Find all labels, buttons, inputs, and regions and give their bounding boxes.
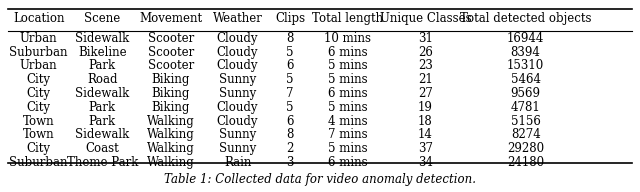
Text: Cloudy: Cloudy — [217, 59, 259, 72]
Text: 6 mins: 6 mins — [328, 46, 367, 59]
Text: 37: 37 — [418, 142, 433, 155]
Text: Cloudy: Cloudy — [217, 46, 259, 59]
Text: Theme Park: Theme Park — [67, 156, 138, 169]
Text: 8394: 8394 — [511, 46, 541, 59]
Text: Movement: Movement — [140, 12, 202, 25]
Text: Sunny: Sunny — [219, 73, 256, 86]
Text: Biking: Biking — [152, 73, 190, 86]
Text: 26: 26 — [418, 46, 433, 59]
Text: Sunny: Sunny — [219, 87, 256, 100]
Text: 5 mins: 5 mins — [328, 73, 367, 86]
Text: 14: 14 — [418, 128, 433, 142]
Text: 27: 27 — [418, 87, 433, 100]
Text: Town: Town — [23, 115, 54, 128]
Text: Clips: Clips — [275, 12, 305, 25]
Text: Urban: Urban — [20, 32, 58, 45]
Text: 8: 8 — [287, 32, 294, 45]
Text: Unique Classes: Unique Classes — [380, 12, 471, 25]
Text: City: City — [27, 73, 51, 86]
Text: Total length: Total length — [312, 12, 383, 25]
Text: Sidewalk: Sidewalk — [76, 87, 129, 100]
Text: 6: 6 — [286, 59, 294, 72]
Text: Scooter: Scooter — [148, 32, 194, 45]
Text: 15310: 15310 — [507, 59, 544, 72]
Text: 4 mins: 4 mins — [328, 115, 367, 128]
Text: Coast: Coast — [86, 142, 119, 155]
Text: Sunny: Sunny — [219, 128, 256, 142]
Text: Park: Park — [89, 59, 116, 72]
Text: Road: Road — [87, 73, 118, 86]
Text: Suburban: Suburban — [10, 156, 68, 169]
Text: Walking: Walking — [147, 128, 195, 142]
Text: 10 mins: 10 mins — [324, 32, 371, 45]
Text: Weather: Weather — [212, 12, 262, 25]
Text: Biking: Biking — [152, 87, 190, 100]
Text: 24180: 24180 — [507, 156, 544, 169]
Text: 5 mins: 5 mins — [328, 142, 367, 155]
Text: 9569: 9569 — [511, 87, 541, 100]
Text: 18: 18 — [418, 115, 433, 128]
Text: 8: 8 — [287, 128, 294, 142]
Text: Biking: Biking — [152, 101, 190, 114]
Text: Town: Town — [23, 128, 54, 142]
Text: Walking: Walking — [147, 156, 195, 169]
Text: Sidewalk: Sidewalk — [76, 32, 129, 45]
Text: 6 mins: 6 mins — [328, 156, 367, 169]
Text: Location: Location — [13, 12, 65, 25]
Text: Scooter: Scooter — [148, 46, 194, 59]
Text: 6: 6 — [286, 115, 294, 128]
Text: City: City — [27, 101, 51, 114]
Text: 5 mins: 5 mins — [328, 101, 367, 114]
Text: 5156: 5156 — [511, 115, 541, 128]
Text: Park: Park — [89, 115, 116, 128]
Text: Park: Park — [89, 101, 116, 114]
Text: 5 mins: 5 mins — [328, 59, 367, 72]
Text: City: City — [27, 87, 51, 100]
Text: 3: 3 — [286, 156, 294, 169]
Text: Suburban: Suburban — [10, 46, 68, 59]
Text: Cloudy: Cloudy — [217, 115, 259, 128]
Text: 8274: 8274 — [511, 128, 541, 142]
Text: City: City — [27, 142, 51, 155]
Text: 7: 7 — [286, 87, 294, 100]
Text: 5: 5 — [286, 73, 294, 86]
Text: 4781: 4781 — [511, 101, 541, 114]
Text: 19: 19 — [418, 101, 433, 114]
Text: 34: 34 — [418, 156, 433, 169]
Text: 31: 31 — [418, 32, 433, 45]
Text: Walking: Walking — [147, 142, 195, 155]
Text: Cloudy: Cloudy — [217, 32, 259, 45]
Text: Sunny: Sunny — [219, 142, 256, 155]
Text: Urban: Urban — [20, 59, 58, 72]
Text: 21: 21 — [418, 73, 433, 86]
Text: Cloudy: Cloudy — [217, 101, 259, 114]
Text: Rain: Rain — [224, 156, 252, 169]
Text: 5464: 5464 — [511, 73, 541, 86]
Text: Sidewalk: Sidewalk — [76, 128, 129, 142]
Text: Walking: Walking — [147, 115, 195, 128]
Text: Bikeline: Bikeline — [78, 46, 127, 59]
Text: 5: 5 — [286, 46, 294, 59]
Text: 5: 5 — [286, 101, 294, 114]
Text: 6 mins: 6 mins — [328, 87, 367, 100]
Text: Total detected objects: Total detected objects — [460, 12, 591, 25]
Text: 2: 2 — [287, 142, 294, 155]
Text: 23: 23 — [418, 59, 433, 72]
Text: 29280: 29280 — [507, 142, 544, 155]
Text: 16944: 16944 — [507, 32, 545, 45]
Text: Table 1: Collected data for video anomaly detection.: Table 1: Collected data for video anomal… — [164, 173, 476, 186]
Text: 7 mins: 7 mins — [328, 128, 367, 142]
Text: Scene: Scene — [84, 12, 120, 25]
Text: Scooter: Scooter — [148, 59, 194, 72]
